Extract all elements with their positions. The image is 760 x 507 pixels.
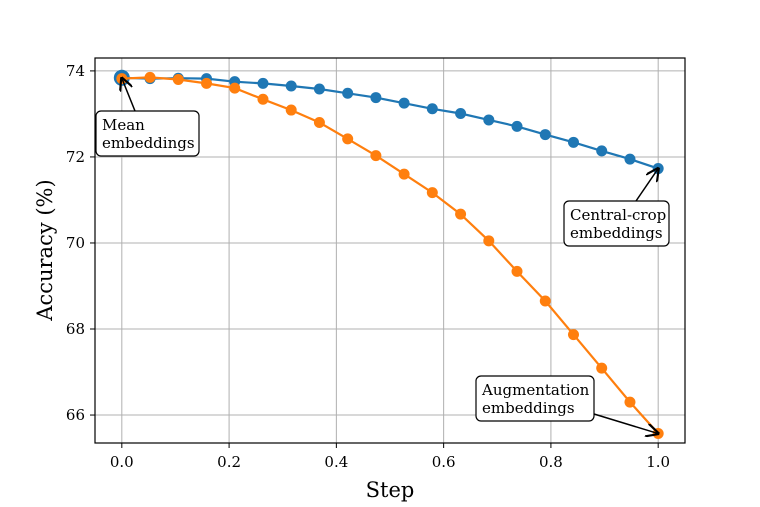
annotation-arrow <box>122 78 136 112</box>
data-point <box>257 77 269 89</box>
x-tick-label: 1.0 <box>646 453 670 471</box>
data-point <box>426 187 438 199</box>
axis-ticks: 0.0 0.2 0.4 0.6 0.8 1.0 66 68 70 72 74 <box>66 62 670 471</box>
data-point <box>539 295 551 307</box>
data-point <box>285 80 297 92</box>
data-point <box>172 74 184 86</box>
data-point <box>313 83 325 95</box>
data-point <box>426 103 438 115</box>
y-tick-label: 72 <box>66 148 85 166</box>
x-tick-label: 0.8 <box>539 453 563 471</box>
data-point <box>455 208 467 220</box>
x-tick-label: 0.2 <box>217 453 241 471</box>
data-point <box>398 168 410 180</box>
annotation-arrow <box>593 413 658 434</box>
data-point <box>596 145 608 157</box>
data-point <box>257 93 269 105</box>
annotation-text: Central-crop <box>570 206 666 224</box>
data-point <box>511 120 523 132</box>
x-tick-label: 0.4 <box>324 453 348 471</box>
data-point <box>144 71 156 83</box>
data-point <box>201 77 213 89</box>
x-axis-label: Step <box>366 478 415 502</box>
data-point <box>370 92 382 104</box>
data-point <box>483 114 495 126</box>
data-point <box>596 362 608 374</box>
y-axis-label: Accuracy (%) <box>33 179 57 321</box>
data-point <box>455 107 467 119</box>
x-tick-label: 0.0 <box>110 453 134 471</box>
annotation-text: embeddings <box>482 399 575 417</box>
grid <box>95 58 685 443</box>
annotations: MeanembeddingsCentral-cropembeddingsAugm… <box>95 78 670 434</box>
y-tick-label: 66 <box>66 406 85 424</box>
annotation-text: Mean <box>102 116 145 134</box>
y-tick-label: 74 <box>66 62 85 80</box>
data-point <box>398 97 410 109</box>
data-point <box>313 117 325 129</box>
annotation-text: embeddings <box>570 224 663 242</box>
annotation-box <box>475 375 595 422</box>
data-point <box>511 265 523 277</box>
y-tick-label: 70 <box>66 234 85 252</box>
data-point <box>567 329 579 341</box>
data-point <box>229 82 241 94</box>
plot-frame <box>94 57 686 444</box>
data-point <box>483 235 495 247</box>
data-point <box>342 133 354 145</box>
x-tick-label: 0.6 <box>432 453 456 471</box>
y-tick-label: 68 <box>66 320 85 338</box>
series-line <box>121 76 659 170</box>
annotation-box <box>95 110 200 157</box>
annotation-text: Augmentation <box>481 381 590 399</box>
annotation-arrow <box>635 169 658 202</box>
data-point <box>370 150 382 162</box>
data-point <box>567 136 579 148</box>
annotation-text: embeddings <box>102 134 195 152</box>
data-point <box>624 153 636 165</box>
annotation-box <box>563 200 670 247</box>
data-point <box>342 87 354 99</box>
data-point <box>539 129 551 141</box>
data-point <box>285 104 297 116</box>
data-point <box>624 396 636 408</box>
